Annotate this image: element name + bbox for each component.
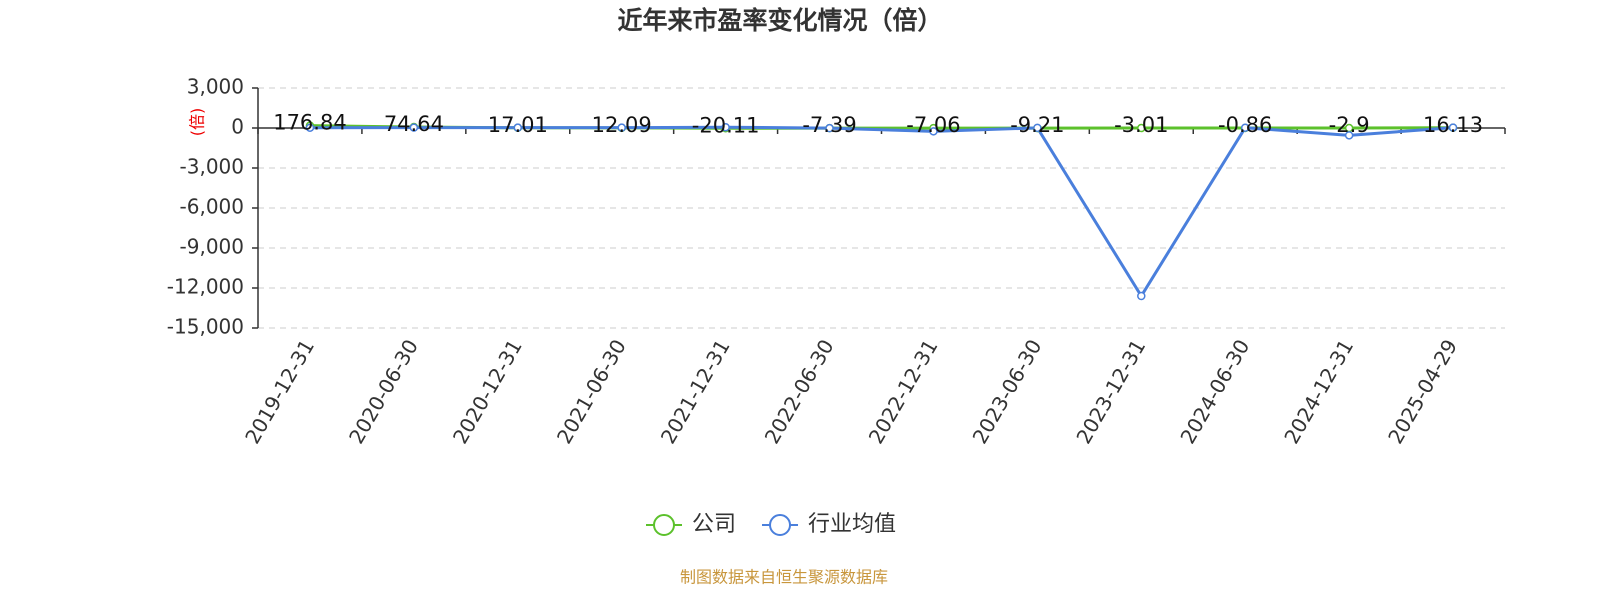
x-tick-label: 2022-06-30 xyxy=(760,335,839,448)
data-label: -7.39 xyxy=(802,113,856,137)
x-tick-label: 2020-12-31 xyxy=(448,335,527,448)
point xyxy=(1137,291,1146,301)
data-label: -20.11 xyxy=(692,113,760,137)
point xyxy=(1240,123,1250,132)
point xyxy=(1344,131,1354,140)
data-label: 12.09 xyxy=(592,113,652,137)
point xyxy=(409,123,419,132)
y-axis-label: (倍) xyxy=(188,108,207,137)
data-label: -9.21 xyxy=(1010,113,1064,137)
x-tick-label: 2021-06-30 xyxy=(552,335,631,448)
data-label: 17.01 xyxy=(488,113,548,137)
point xyxy=(1448,123,1458,132)
x-tick-label: 2020-06-30 xyxy=(344,335,423,448)
data-label: -2.9 xyxy=(1329,113,1370,137)
legend-marker xyxy=(653,514,675,536)
point xyxy=(825,123,834,133)
y-tick-label: -3,000 xyxy=(180,155,244,179)
point xyxy=(721,122,730,132)
data-label: -3.01 xyxy=(1114,113,1168,137)
point xyxy=(1033,123,1042,133)
x-tick-label: 2024-06-30 xyxy=(1175,335,1254,448)
point xyxy=(513,123,523,132)
legend-label: 公司 xyxy=(692,512,736,537)
source-note: 制图数据来自恒生聚源数据库 xyxy=(680,568,888,587)
legend-marker xyxy=(769,514,792,536)
data-label: 74.64 xyxy=(384,112,444,136)
x-tick-label: 2024-12-31 xyxy=(1279,335,1358,448)
data-label: 16.13 xyxy=(1423,113,1483,137)
point xyxy=(929,127,938,136)
x-tick-label: 2025-04-29 xyxy=(1383,335,1462,448)
data-label: 176.84 xyxy=(273,111,346,135)
y-tick-label: -9,000 xyxy=(180,235,244,259)
series-line xyxy=(309,125,1454,299)
point xyxy=(305,123,315,132)
data-label: -0.86 xyxy=(1218,113,1272,137)
y-tick-label: 0 xyxy=(231,115,244,139)
y-tick-label: -12,000 xyxy=(167,275,244,299)
x-tick-label: 2022-12-31 xyxy=(864,335,943,448)
x-tick-label: 2019-12-31 xyxy=(240,335,319,448)
y-tick-label: 3,000 xyxy=(187,75,244,99)
y-tick-label: -15,000 xyxy=(167,315,244,339)
chart-title: 近年来市盈率变化情况（倍） xyxy=(617,6,942,35)
y-tick-label: -6,000 xyxy=(180,195,244,219)
data-label: -7.06 xyxy=(906,113,960,137)
x-tick-label: 2023-06-30 xyxy=(968,335,1047,448)
legend-label: 行业均值 xyxy=(808,512,896,537)
x-tick-label: 2023-12-31 xyxy=(1071,335,1150,448)
x-tick-label: 2021-12-31 xyxy=(656,335,735,448)
point xyxy=(617,123,626,132)
point xyxy=(1137,123,1146,133)
